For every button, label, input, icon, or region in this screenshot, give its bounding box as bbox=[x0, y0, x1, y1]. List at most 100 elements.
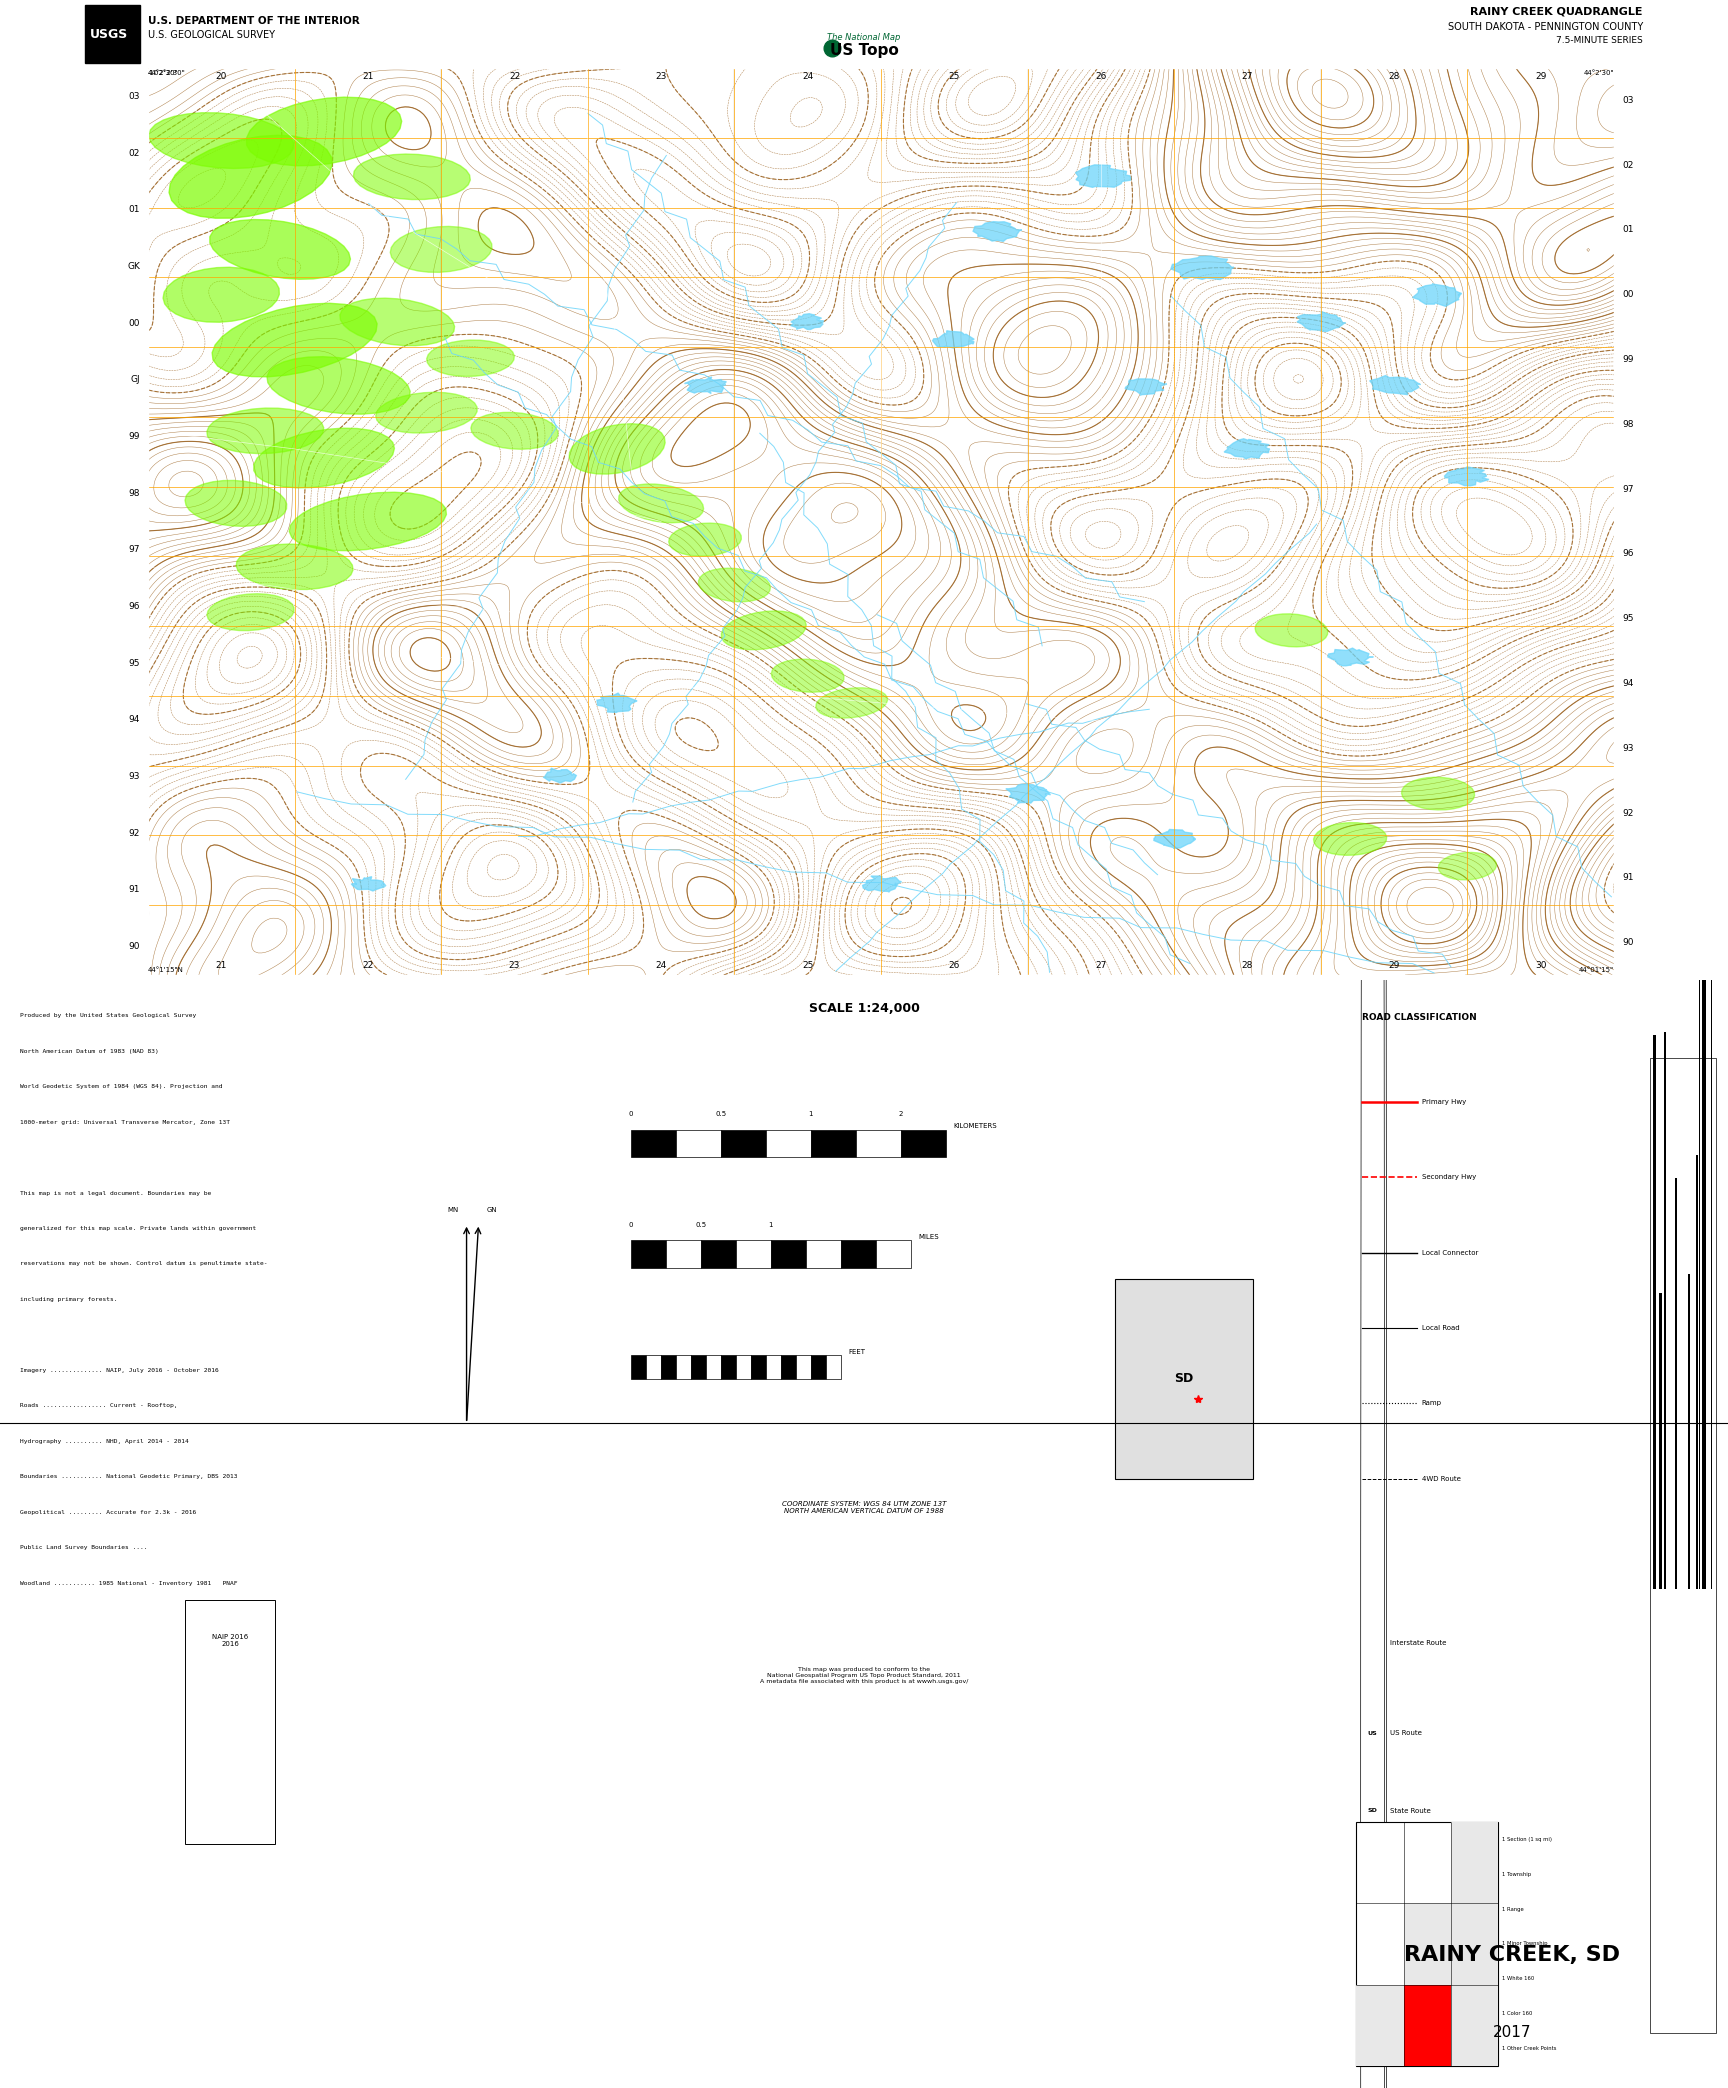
Polygon shape bbox=[698, 568, 771, 601]
Text: U.S. GEOLOGICAL SURVEY: U.S. GEOLOGICAL SURVEY bbox=[149, 29, 275, 40]
Polygon shape bbox=[596, 693, 638, 712]
Bar bbox=[1664, 1031, 1666, 1589]
Polygon shape bbox=[684, 378, 726, 393]
Polygon shape bbox=[862, 877, 902, 892]
Polygon shape bbox=[266, 357, 410, 413]
Text: 91: 91 bbox=[128, 885, 140, 894]
Text: This map was produced to conform to the
National Geospatial Program US Topo Prod: This map was produced to conform to the … bbox=[760, 1666, 968, 1683]
Bar bbox=[876, 1240, 911, 1267]
Text: 7.5-MINUTE SERIES: 7.5-MINUTE SERIES bbox=[1557, 35, 1643, 46]
Text: 25: 25 bbox=[949, 71, 961, 81]
Text: North American Datum of 1983 (NAD 83): North American Datum of 1983 (NAD 83) bbox=[21, 1048, 159, 1054]
Text: 20: 20 bbox=[216, 71, 226, 81]
Polygon shape bbox=[213, 303, 377, 376]
Text: 21: 21 bbox=[363, 71, 373, 81]
Bar bbox=[810, 1130, 855, 1157]
Polygon shape bbox=[207, 593, 294, 631]
Text: 29: 29 bbox=[1534, 71, 1547, 81]
Text: 1 Section (1 sq mi): 1 Section (1 sq mi) bbox=[1502, 1837, 1552, 1842]
Polygon shape bbox=[375, 393, 477, 432]
Text: 94: 94 bbox=[1623, 679, 1633, 687]
Text: 0.5: 0.5 bbox=[695, 1221, 707, 1228]
Bar bbox=[1452, 1823, 1498, 1904]
Text: 02: 02 bbox=[1623, 161, 1633, 169]
Bar bbox=[1356, 1984, 1403, 2065]
Text: including primary forests.: including primary forests. bbox=[21, 1297, 118, 1303]
Text: 01: 01 bbox=[128, 205, 140, 215]
Text: 95: 95 bbox=[1623, 614, 1633, 622]
Text: 21: 21 bbox=[216, 960, 226, 971]
Text: generalized for this map scale. Private lands within government: generalized for this map scale. Private … bbox=[21, 1226, 256, 1232]
Text: 95: 95 bbox=[128, 658, 140, 668]
Polygon shape bbox=[933, 330, 975, 349]
Text: 91: 91 bbox=[1623, 873, 1633, 883]
Bar bbox=[1362, 1616, 1384, 1666]
Bar bbox=[631, 1355, 646, 1378]
Text: 1 Township: 1 Township bbox=[1502, 1871, 1531, 1877]
Text: 4WD Route: 4WD Route bbox=[1422, 1476, 1460, 1482]
Polygon shape bbox=[1445, 468, 1490, 487]
Text: RAINY CREEK QUADRANGLE: RAINY CREEK QUADRANGLE bbox=[1471, 6, 1643, 17]
Bar bbox=[810, 1355, 826, 1378]
Text: SCALE 1:24,000: SCALE 1:24,000 bbox=[809, 1002, 919, 1015]
Polygon shape bbox=[162, 267, 280, 322]
Text: 94: 94 bbox=[128, 716, 140, 725]
Polygon shape bbox=[391, 226, 492, 271]
Text: RAINY CREEK, SD: RAINY CREEK, SD bbox=[1403, 1946, 1621, 1965]
Bar bbox=[665, 1240, 702, 1267]
Bar bbox=[185, 1601, 275, 1844]
Text: Interstate Route: Interstate Route bbox=[1389, 1639, 1446, 1645]
Bar bbox=[1452, 1904, 1498, 1984]
Bar bbox=[826, 1355, 842, 1378]
Bar bbox=[1452, 1984, 1498, 2065]
Text: Produced by the United States Geological Survey: Produced by the United States Geological… bbox=[21, 1013, 197, 1019]
Text: 96: 96 bbox=[128, 601, 140, 612]
Text: GK: GK bbox=[128, 261, 140, 271]
Text: MILES: MILES bbox=[919, 1234, 940, 1240]
Bar bbox=[1695, 1155, 1697, 1589]
Text: FEET: FEET bbox=[848, 1349, 866, 1355]
Text: 29: 29 bbox=[1388, 960, 1400, 971]
Text: 22: 22 bbox=[363, 960, 373, 971]
Polygon shape bbox=[209, 219, 351, 280]
Bar bbox=[842, 1240, 876, 1267]
Bar bbox=[702, 1240, 736, 1267]
Bar bbox=[1356, 1823, 1498, 2065]
Text: I: I bbox=[1372, 1639, 1374, 1645]
Text: 1000-meter grid: Universal Transverse Mercator, Zone 13T: 1000-meter grid: Universal Transverse Me… bbox=[21, 1119, 230, 1125]
Polygon shape bbox=[1172, 257, 1234, 280]
Text: 28: 28 bbox=[1242, 960, 1253, 971]
Text: 97: 97 bbox=[1623, 484, 1633, 493]
Text: COORDINATE SYSTEM: WGS 84 UTM ZONE 13T
NORTH AMERICAN VERTICAL DATUM OF 1988: COORDINATE SYSTEM: WGS 84 UTM ZONE 13T N… bbox=[781, 1501, 947, 1514]
Text: KILOMETERS: KILOMETERS bbox=[954, 1123, 997, 1130]
Text: 01: 01 bbox=[1623, 226, 1633, 234]
Text: SD: SD bbox=[1369, 1808, 1377, 1814]
Text: 97: 97 bbox=[128, 545, 140, 553]
Polygon shape bbox=[185, 480, 287, 526]
Polygon shape bbox=[1125, 378, 1166, 395]
Bar bbox=[736, 1355, 750, 1378]
Polygon shape bbox=[771, 660, 843, 693]
Text: 44°1'15"N: 44°1'15"N bbox=[149, 967, 183, 973]
Text: 24: 24 bbox=[655, 960, 667, 971]
Polygon shape bbox=[169, 136, 332, 219]
Text: Local Road: Local Road bbox=[1422, 1326, 1458, 1330]
Polygon shape bbox=[1370, 376, 1420, 395]
Text: Woodland ........... 1985 National - Inventory 1981   PNAF: Woodland ........... 1985 National - Inv… bbox=[21, 1581, 237, 1585]
Text: 23: 23 bbox=[655, 71, 667, 81]
Text: US Topo: US Topo bbox=[829, 42, 899, 58]
Bar bbox=[805, 1240, 842, 1267]
Text: 25: 25 bbox=[802, 960, 814, 971]
Bar bbox=[721, 1355, 736, 1378]
Text: Roads ................. Current - Rooftop,: Roads ................. Current - Roofto… bbox=[21, 1403, 178, 1407]
Bar bbox=[660, 1355, 676, 1378]
Bar bbox=[676, 1355, 691, 1378]
Text: NAIP 2016
2016: NAIP 2016 2016 bbox=[213, 1633, 249, 1647]
Polygon shape bbox=[569, 424, 665, 474]
Polygon shape bbox=[1298, 311, 1346, 332]
Bar bbox=[900, 1130, 945, 1157]
Text: 0.5: 0.5 bbox=[715, 1111, 726, 1117]
Bar bbox=[85, 4, 140, 63]
Text: 26: 26 bbox=[949, 960, 961, 971]
Text: 24: 24 bbox=[802, 71, 814, 81]
